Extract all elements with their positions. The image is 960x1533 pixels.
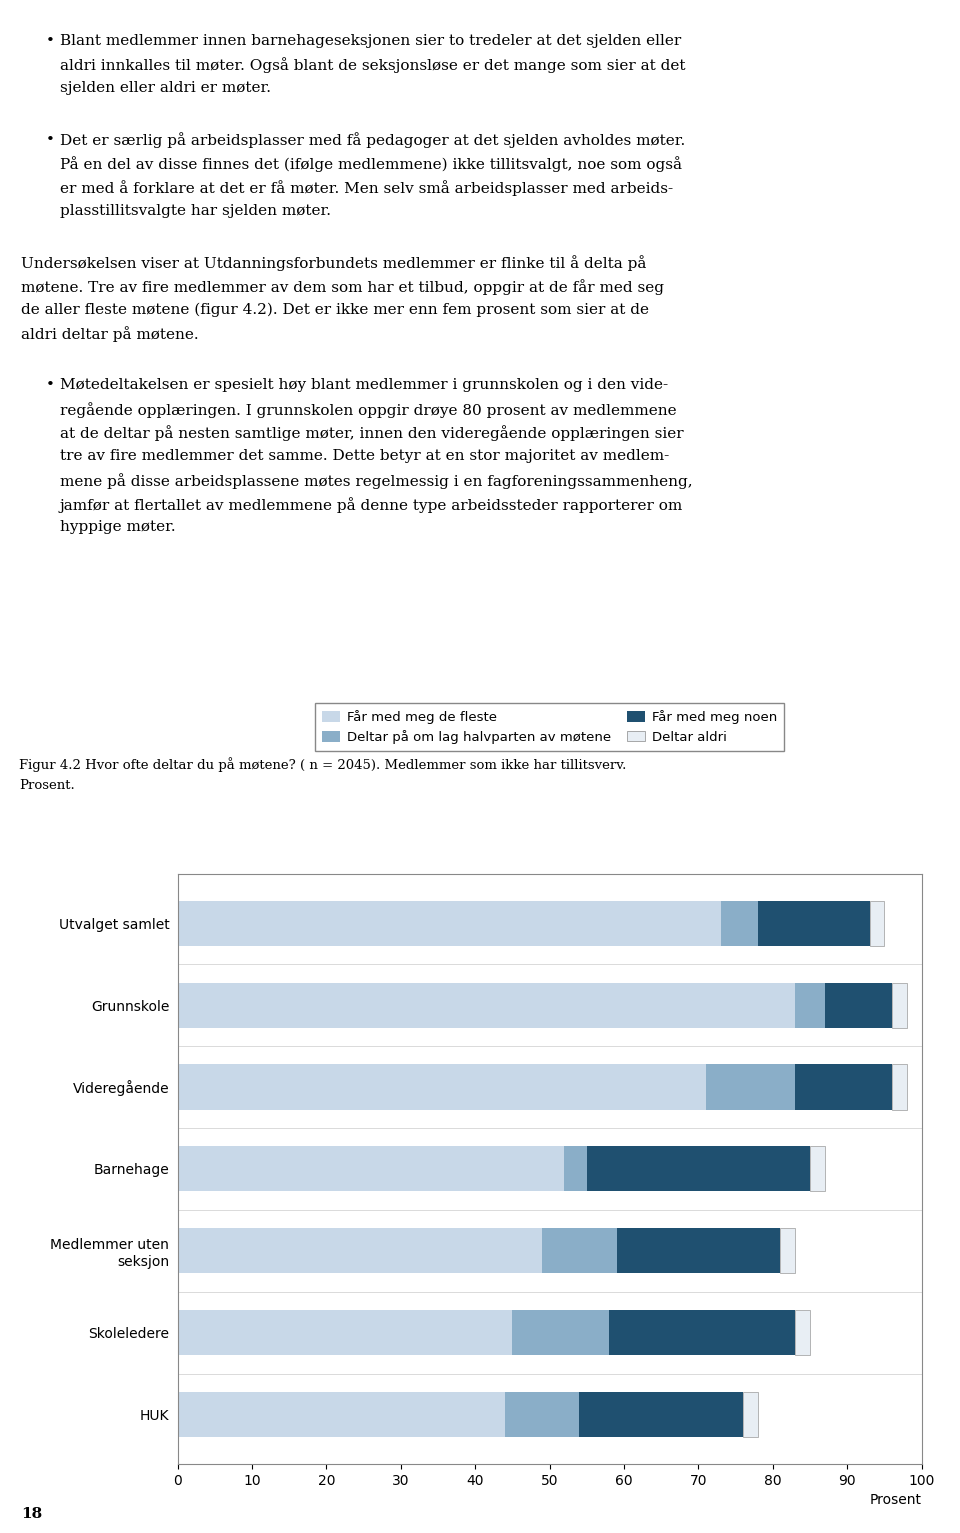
Text: På en del av disse finnes det (ifølge medlemmene) ikke tillitsvalgt, noe som ogs: På en del av disse finnes det (ifølge me… (60, 156, 682, 172)
Text: Prosent.: Prosent. (19, 779, 75, 791)
Text: sjelden eller aldri er møter.: sjelden eller aldri er møter. (60, 81, 271, 95)
Bar (795, 1064, 892, 1110)
Text: Figur 4.2 Hvor ofte deltar du på møtene? ( n = 2045). Medlemmer som ikke har til: Figur 4.2 Hvor ofte deltar du på møtene?… (19, 757, 627, 773)
Bar (564, 1147, 587, 1191)
Bar (579, 1392, 743, 1438)
Text: at de deltar på nesten samtlige møter, innen den videregående opplæringen sier: at de deltar på nesten samtlige møter, i… (60, 425, 684, 442)
Text: mene på disse arbeidsplassene møtes regelmessig i en fagforeningssammenheng,: mene på disse arbeidsplassene møtes rege… (60, 472, 692, 489)
Bar (609, 1311, 795, 1355)
Bar (743, 1392, 758, 1438)
Bar (587, 1147, 810, 1191)
Text: regående opplæringen. I grunnskolen oppgir drøye 80 prosent av medlemmene: regående opplæringen. I grunnskolen oppg… (60, 402, 676, 417)
Bar (892, 1064, 906, 1110)
Bar (616, 1228, 780, 1274)
Text: Blant medlemmer innen barnehageseksjonen sier to tredeler at det sjelden eller: Blant medlemmer innen barnehageseksjonen… (60, 34, 681, 48)
Text: de aller fleste møtene (figur 4.2). Det er ikke mer enn fem prosent som sier at : de aller fleste møtene (figur 4.2). Det … (21, 302, 649, 317)
Bar (178, 1147, 564, 1191)
Text: 18: 18 (21, 1507, 42, 1521)
Text: Undersøkelsen viser at Utdanningsforbundets medlemmer er flinke til å delta på: Undersøkelsen viser at Utdanningsforbund… (21, 254, 646, 271)
Bar (892, 983, 906, 1027)
Bar (825, 983, 892, 1027)
Bar (513, 1311, 609, 1355)
Bar (780, 1228, 795, 1274)
Text: aldri deltar på møtene.: aldri deltar på møtene. (21, 327, 199, 342)
Bar (795, 1311, 810, 1355)
Bar (178, 1228, 542, 1274)
Bar (542, 1228, 616, 1274)
Bar (178, 1311, 513, 1355)
Bar (178, 983, 795, 1027)
Text: er med å forklare at det er få møter. Men selv små arbeidsplasser med arbeids-: er med å forklare at det er få møter. Me… (60, 179, 673, 196)
Bar (870, 901, 884, 946)
Text: plasstillitsvalgte har sjelden møter.: plasstillitsvalgte har sjelden møter. (60, 204, 330, 218)
Bar (178, 1392, 505, 1438)
Text: Møtedeltakelsen er spesielt høy blant medlemmer i grunnskolen og i den vide-: Møtedeltakelsen er spesielt høy blant me… (60, 377, 667, 392)
Legend: Får med meg de fleste, Deltar på om lag halvparten av møtene, Får med meg noen, : Får med meg de fleste, Deltar på om lag … (315, 704, 784, 751)
Text: •: • (46, 34, 55, 48)
X-axis label: Prosent: Prosent (870, 1493, 922, 1507)
Text: tre av fire medlemmer det samme. Dette betyr at en stor majoritet av medlem-: tre av fire medlemmer det samme. Dette b… (60, 449, 669, 463)
Bar (795, 983, 825, 1027)
Bar (810, 1147, 825, 1191)
Text: •: • (46, 133, 55, 147)
Text: hyppige møter.: hyppige møter. (60, 520, 175, 535)
Text: Det er særlig på arbeidsplasser med få pedagoger at det sjelden avholdes møter.: Det er særlig på arbeidsplasser med få p… (60, 133, 684, 149)
Text: møtene. Tre av fire medlemmer av dem som har et tilbud, oppgir at de får med seg: møtene. Tre av fire medlemmer av dem som… (21, 279, 664, 294)
Text: aldri innkalles til møter. Også blant de seksjonsløse er det mange som sier at d: aldri innkalles til møter. Også blant de… (60, 57, 685, 74)
Bar (706, 1064, 795, 1110)
Text: •: • (46, 377, 55, 392)
Bar (178, 901, 721, 946)
Text: jamfør at flertallet av medlemmene på denne type arbeidssteder rapporterer om: jamfør at flertallet av medlemmene på de… (60, 497, 683, 512)
Bar (721, 901, 758, 946)
Bar (178, 1064, 706, 1110)
Bar (758, 901, 870, 946)
Bar (505, 1392, 579, 1438)
